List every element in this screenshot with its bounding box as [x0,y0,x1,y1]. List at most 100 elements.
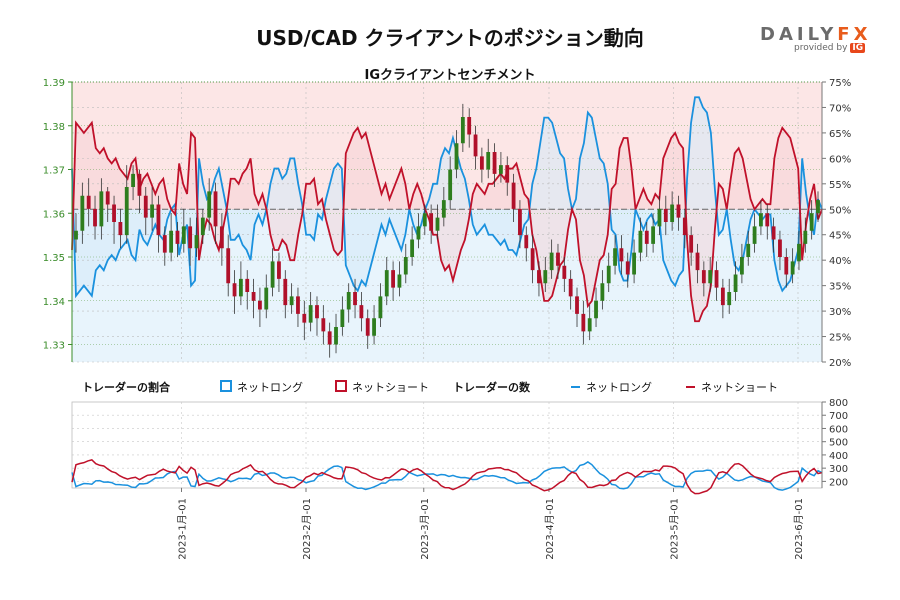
candle-body [549,252,554,271]
candle-body [689,235,694,253]
ratio-tick-label: 20% [829,358,851,369]
candle-body [771,226,776,240]
candle-body [594,300,598,319]
candle-body [137,173,142,196]
candle-body [778,239,782,257]
candle-body [245,278,250,292]
candle-body [676,204,681,218]
candle-body [479,156,484,170]
legend: トレーダーの割合 ネットロング ネットショート トレーダーの数 ネットロング ネ… [82,380,778,394]
candle-body [518,208,522,236]
date-tick-label: 2023-2月-01 [301,498,313,560]
count-tick-label: 200 [829,477,848,488]
ratio-tick-label: 75% [829,78,851,89]
short-ratio-area [72,122,822,322]
short-count-line [71,459,823,495]
short-ratio-line [71,120,823,323]
price-tick-label: 1.38 [43,122,65,133]
candle-body [575,296,579,314]
candle-body [816,200,820,214]
candle-body [568,278,573,297]
ratio-tick-label: 55% [829,180,851,191]
candle-body [308,305,313,323]
candle-body [346,292,351,310]
price-tick-label: 1.34 [43,297,65,308]
candle-body [118,222,123,236]
candle-body [232,283,237,297]
dailyfx-wordmark-fx: FX [837,24,872,45]
candle-body [112,204,116,222]
main-panel: 75% 70% 65% 60% 55% 50% 45% 40% 35% 30% 25% 20% 1.39… [43,78,852,369]
candle-body [759,213,763,227]
candle-body [498,165,503,174]
candle-body [80,195,85,231]
legend-ratio-short-swatch [335,380,347,392]
dailyfx-wordmark-daily: DAILY [760,24,838,45]
legend-count-short-label: ネットショート [701,381,778,394]
candle-body [422,213,427,227]
candle-body [378,296,383,319]
candle-body [175,230,180,244]
candle-body [213,191,218,227]
candle-body [99,191,104,227]
candle-body [790,261,795,275]
candle-body [74,230,78,240]
price-tick-label: 1.35 [43,253,65,264]
candle-body [746,243,751,257]
candle-body [219,226,224,249]
candle-body [315,305,319,319]
candle-body [644,230,649,244]
candle-body [543,270,548,284]
candle-body [365,318,370,336]
candle-body [537,270,541,284]
candle-body [264,287,269,310]
legend-ratio-title: トレーダーの割合 [82,380,171,394]
candle-body [124,187,129,236]
candle-body [524,235,529,249]
candle-body [797,243,801,262]
candle-body [638,230,643,253]
candle-body [289,296,294,306]
price-tick-label: 1.33 [43,341,65,352]
count-tick-label: 700 [829,411,848,422]
candle-body [727,292,732,306]
ratio-tick-label: 65% [829,129,851,140]
candle-body [651,226,656,244]
count-tick-label: 300 [829,464,848,475]
candle-body [467,117,472,135]
dailyfx-logo: DAILYFX provided by IG [760,24,870,53]
candle-body [765,213,770,227]
candle-body [809,213,814,231]
price-tick-label: 1.39 [43,78,65,89]
candle-body [695,252,700,271]
candle-body [657,208,662,227]
candle-body [511,182,516,209]
ratio-tick-label: 35% [829,282,851,293]
candle-body [556,252,560,266]
candle-body [207,191,212,218]
candle-body [473,134,478,157]
candle-body [701,270,706,284]
legend-count-title: トレーダーの数 [453,380,531,394]
candle-body [492,152,497,174]
count-tick-label: 500 [829,438,848,449]
candle-body [226,248,231,284]
candle-body [162,235,167,253]
candle-body [200,217,205,236]
candle-body [733,274,738,292]
legend-count-long-label: ネットロング [586,380,652,394]
long-ratio-area [72,97,822,296]
candle-body [238,278,243,297]
count-tick-label: 600 [829,424,848,435]
price-tick-label: 1.37 [43,166,65,177]
count-tick-label: 800 [829,398,848,409]
candle-body [353,292,357,306]
legend-ratio-short-label: ネットショート [352,381,429,394]
provided-by-text: provided by [794,43,848,53]
candle-body [188,226,193,249]
candle-body [270,261,275,288]
candle-body [435,217,440,231]
candle-body [486,152,491,170]
candle-body [625,261,630,275]
candle-body [156,204,161,236]
